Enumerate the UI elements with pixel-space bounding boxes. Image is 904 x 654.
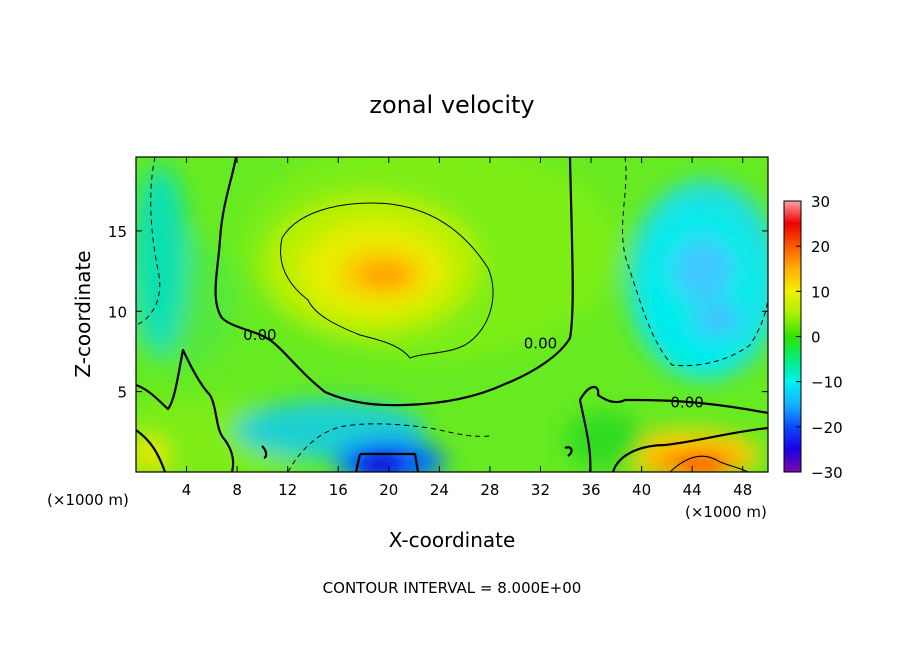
contour-lines xyxy=(136,157,768,472)
colorbar-tick-label: −20 xyxy=(811,419,843,437)
x-tick-label: 40 xyxy=(632,481,651,499)
x-tick-label: 36 xyxy=(581,481,600,499)
x-tick-label: 48 xyxy=(733,481,752,499)
contour-label: 0.00 xyxy=(670,394,703,412)
y-axis: 5 10 15 xyxy=(108,223,768,402)
colorbar-tick-label: −10 xyxy=(811,374,843,392)
x-axis-label: X-coordinate xyxy=(389,528,516,552)
chart-title: zonal velocity xyxy=(369,91,534,119)
x-unit-right: (×1000 m) xyxy=(685,503,767,521)
colorbar-tick-label: 0 xyxy=(811,329,821,347)
colorbar-tick-label: 20 xyxy=(811,238,830,256)
contour-interval-text: CONTOUR INTERVAL = 8.000E+00 xyxy=(323,579,582,597)
x-tick-label: 4 xyxy=(182,481,192,499)
y-axis-label: Z-coordinate xyxy=(71,250,95,377)
x-unit-left: (×1000 m) xyxy=(47,491,129,509)
contour-label: 0.00 xyxy=(524,334,557,352)
x-axis: 4 8 12 16 20 24 28 32 36 40 44 48 xyxy=(182,157,752,499)
colorbar-tick-label: 30 xyxy=(811,193,830,211)
y-tick-label: 10 xyxy=(108,303,127,321)
x-tick-label: 32 xyxy=(531,481,550,499)
contour-label: 0.00 xyxy=(243,326,276,344)
y-tick-label: 15 xyxy=(108,223,127,241)
colorbar-tick-label: 10 xyxy=(811,283,830,301)
x-tick-label: 24 xyxy=(430,481,449,499)
x-tick-label: 20 xyxy=(379,481,398,499)
x-tick-label: 16 xyxy=(329,481,348,499)
plot-frame xyxy=(135,156,769,473)
x-tick-label: 12 xyxy=(278,481,297,499)
velocity-field: 0.00 0.00 0.00 xyxy=(136,157,768,472)
x-tick-label: 44 xyxy=(683,481,702,499)
x-tick-label: 28 xyxy=(480,481,499,499)
y-tick-label: 5 xyxy=(117,384,127,402)
x-tick-label: 8 xyxy=(232,481,242,499)
colorbar: 30 20 10 0 −10 −20 −30 xyxy=(783,193,843,482)
colorbar-tick-label: −30 xyxy=(811,464,843,482)
